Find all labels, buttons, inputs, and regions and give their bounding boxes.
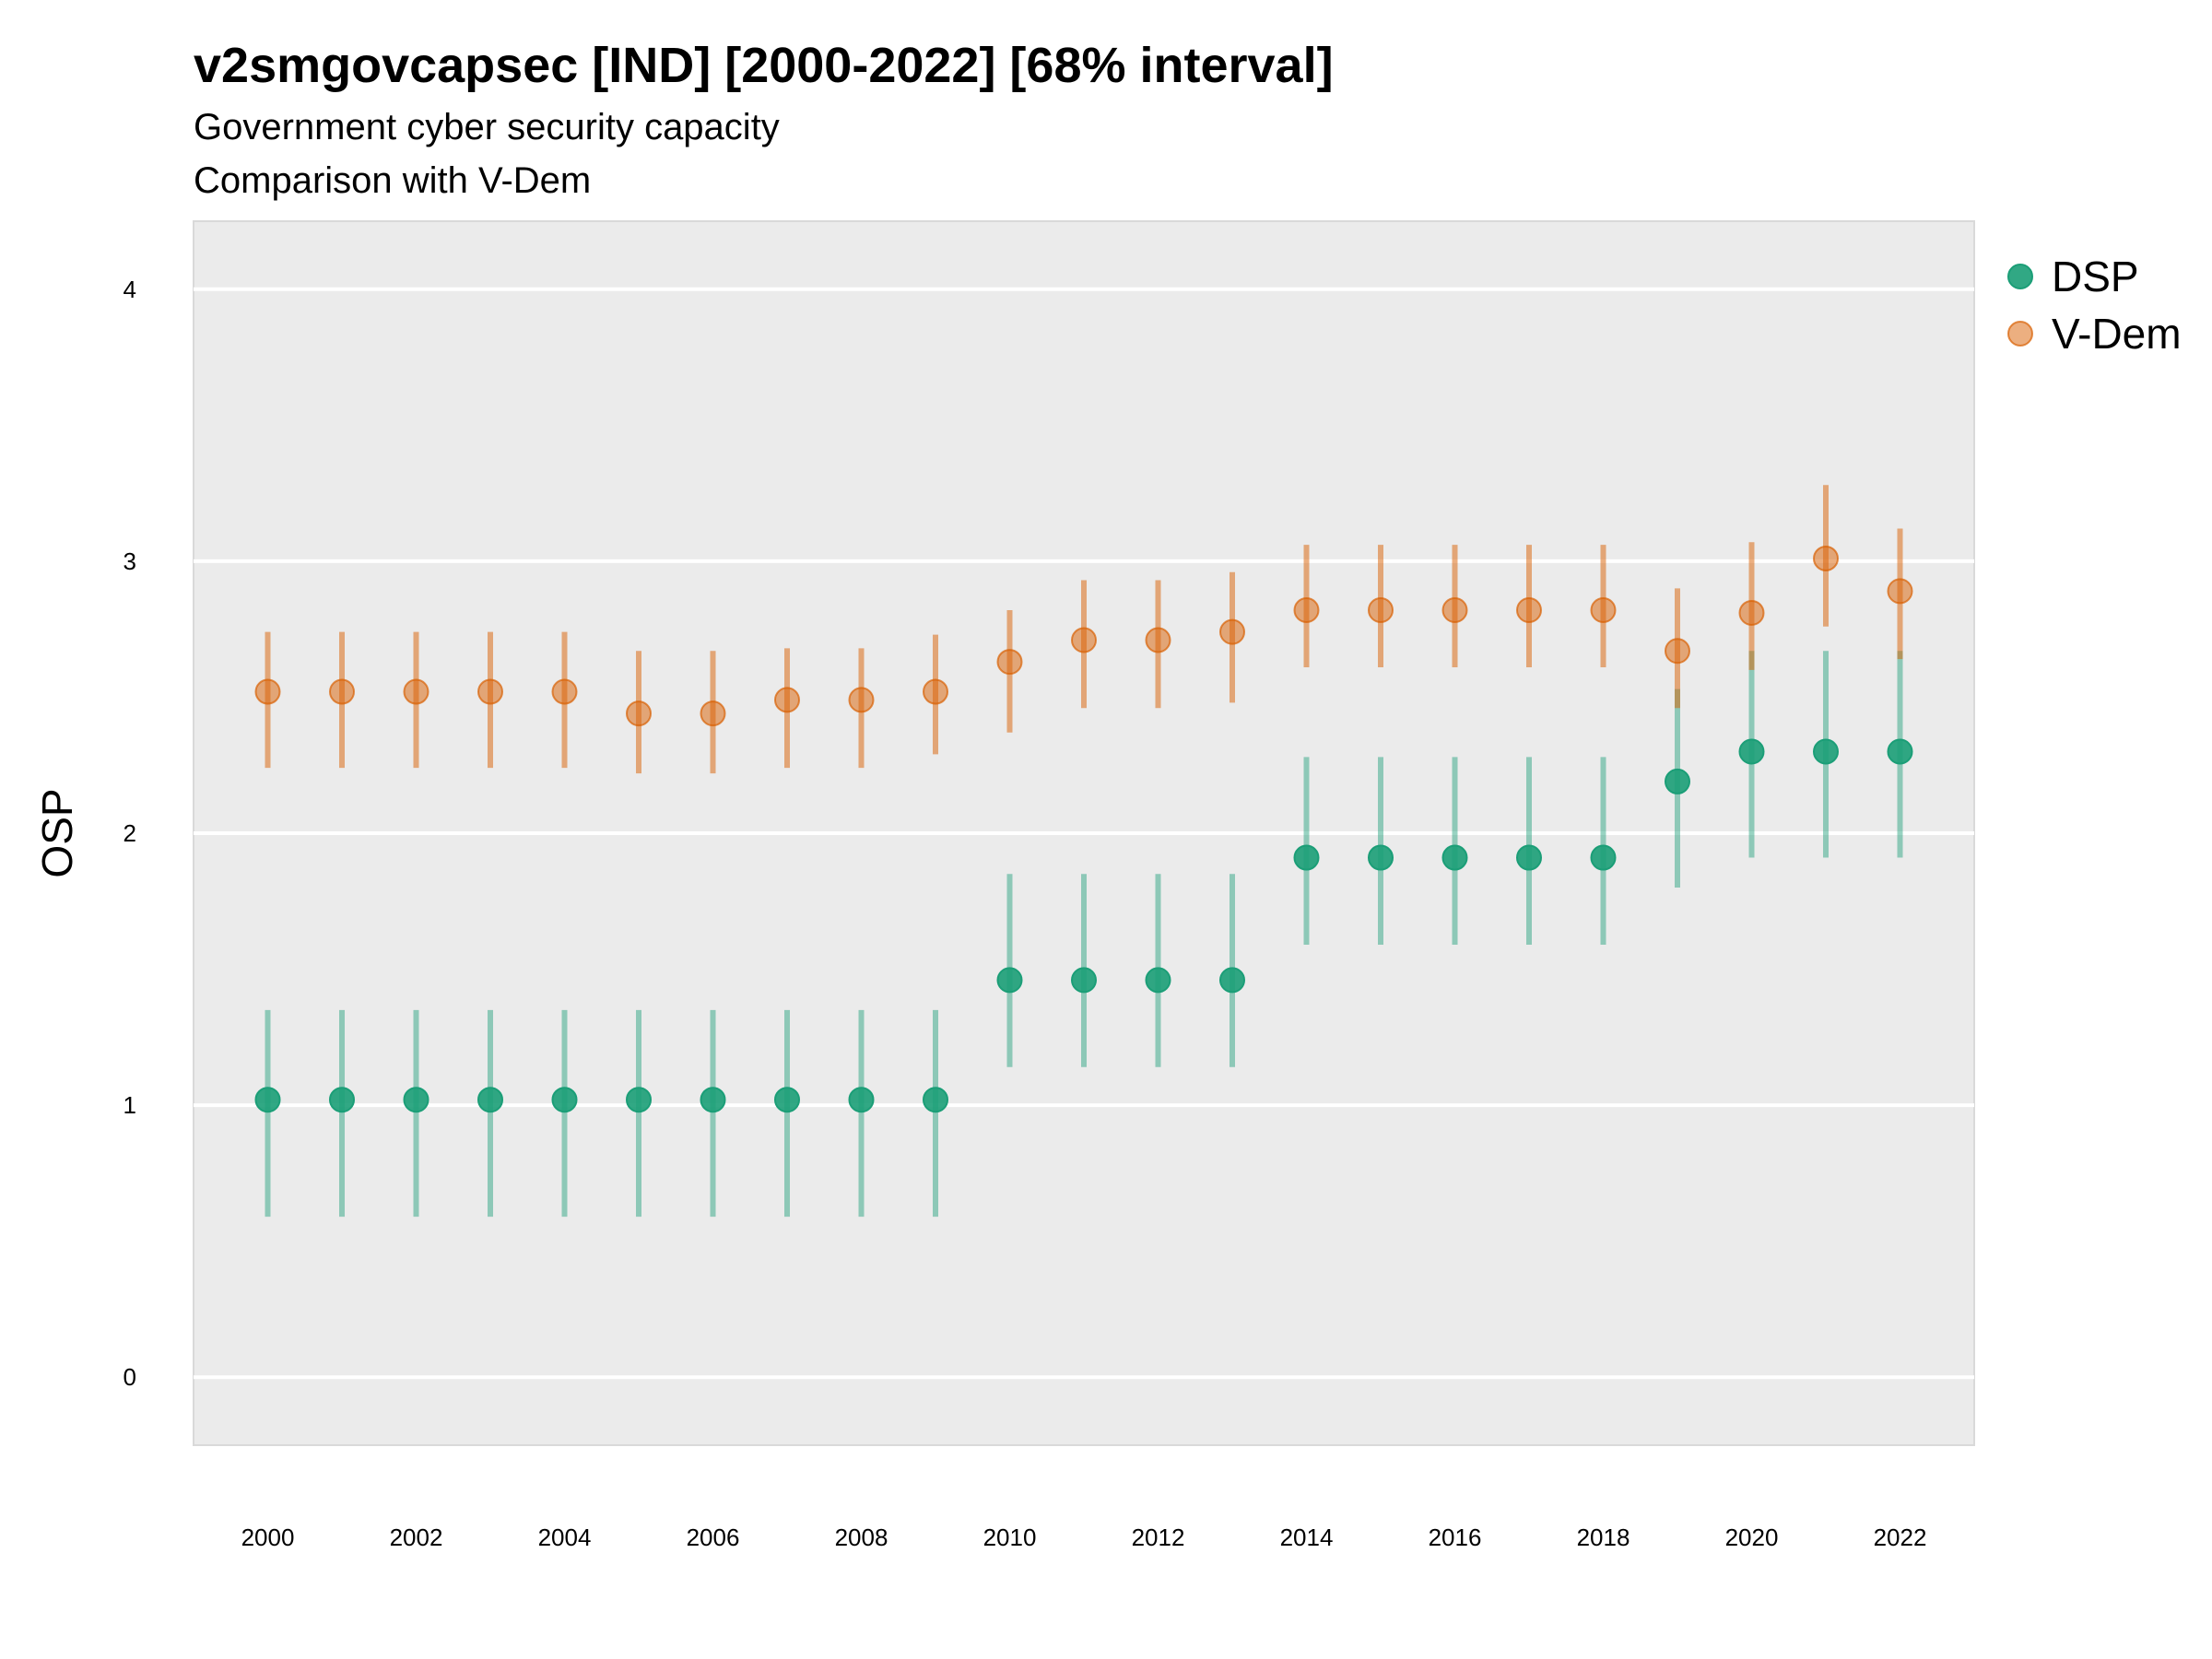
data-point: [1887, 578, 1913, 605]
x-tick-label: 2010: [983, 1524, 1037, 1551]
data-point: [848, 1087, 875, 1113]
data-point: [1368, 597, 1394, 624]
x-tick-label: 2000: [241, 1524, 295, 1551]
data-point: [700, 700, 726, 727]
data-point: [626, 700, 652, 727]
chart-subtitle-comparison: Comparison with V-Dem: [194, 160, 592, 201]
data-point: [403, 678, 429, 705]
x-tick-label: 2014: [1280, 1524, 1334, 1551]
legend-label: V-Dem: [2052, 310, 2182, 358]
data-point: [254, 1087, 281, 1113]
data-point: [1887, 738, 1913, 765]
x-tick-label: 2016: [1429, 1524, 1482, 1551]
chart-title: v2smgovcapsec [IND] [2000-2022] [68% int…: [194, 38, 1334, 93]
x-tick-label: 2002: [390, 1524, 443, 1551]
chart-subtitle: Government cyber security capacity: [194, 107, 780, 147]
legend-key: [2007, 321, 2033, 347]
data-point: [923, 678, 948, 705]
data-point: [1145, 627, 1171, 653]
x-tick-label: 2008: [835, 1524, 888, 1551]
data-point: [551, 1087, 578, 1113]
data-point: [254, 678, 281, 705]
y-tick-label: 1: [124, 1091, 136, 1119]
data-point: [1145, 967, 1171, 994]
series-layer: [254, 485, 1913, 1218]
data-point: [923, 1087, 948, 1113]
x-tick-label: 2012: [1132, 1524, 1185, 1551]
data-point: [551, 678, 578, 705]
data-point: [1590, 844, 1617, 871]
data-point: [996, 649, 1023, 676]
data-point: [1516, 597, 1542, 624]
x-tick-label: 2004: [538, 1524, 592, 1551]
data-point: [1441, 844, 1468, 871]
y-tick-label: 4: [124, 276, 136, 303]
data-point: [1071, 627, 1097, 653]
x-tick-label: 2020: [1725, 1524, 1779, 1551]
data-point: [1665, 768, 1690, 794]
x-axis-ticks: 2000 2002 2004 2006 2008 2010 2012 2014 2016 2018…: [241, 1524, 1927, 1551]
x-tick-label: 2006: [687, 1524, 740, 1551]
x-tick-label: 2022: [1874, 1524, 1927, 1551]
series-v-dem-points: [254, 545, 1913, 727]
data-point: [1368, 844, 1394, 871]
data-point: [1813, 738, 1839, 765]
x-tick-label: 2018: [1577, 1524, 1630, 1551]
data-point: [996, 967, 1023, 994]
data-point: [329, 1087, 355, 1113]
legend-key: [2007, 264, 2033, 289]
data-point: [700, 1087, 726, 1113]
data-point: [1293, 844, 1320, 871]
data-point: [329, 678, 355, 705]
series-dsp-points: [254, 738, 1913, 1113]
y-axis-ticks: 0 1 2 3 4: [124, 276, 136, 1391]
data-point: [1293, 597, 1320, 624]
data-point: [477, 678, 503, 705]
data-point: [774, 1087, 800, 1113]
data-point: [1738, 599, 1765, 626]
data-point: [1219, 967, 1245, 994]
data-point: [1516, 844, 1542, 871]
data-point: [848, 687, 875, 713]
data-point: [403, 1087, 429, 1113]
y-axis-label: OSP: [33, 788, 81, 877]
data-point: [1071, 967, 1097, 994]
data-point: [1590, 597, 1617, 624]
data-point: [1813, 545, 1839, 571]
data-point: [1441, 597, 1468, 624]
data-point: [1738, 738, 1765, 765]
y-tick-label: 0: [124, 1363, 136, 1391]
data-point: [477, 1087, 503, 1113]
legend: DSP V-Dem: [2007, 253, 2182, 358]
data-point: [626, 1087, 652, 1113]
y-tick-label: 3: [124, 547, 136, 575]
data-point: [1219, 618, 1245, 645]
y-tick-label: 2: [124, 819, 136, 847]
data-point: [1665, 638, 1690, 665]
data-point: [774, 687, 800, 713]
legend-label: DSP: [2052, 253, 2139, 300]
